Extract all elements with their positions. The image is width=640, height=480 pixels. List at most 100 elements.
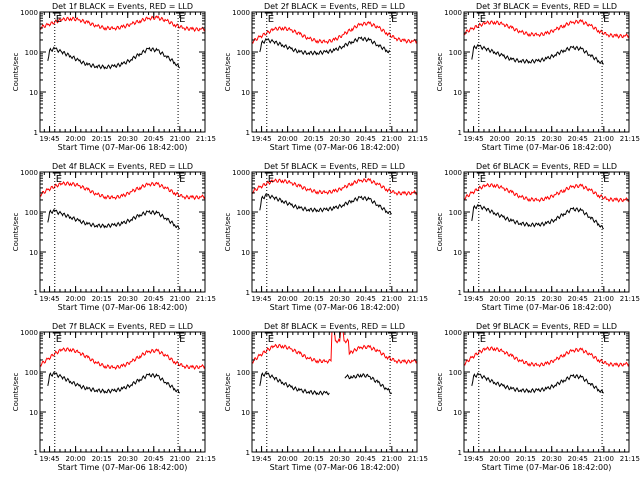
x-tick-label: 20:45	[568, 295, 588, 303]
series-group	[252, 21, 417, 56]
lld-series-line	[464, 19, 629, 39]
y-tick-label: 1000	[232, 169, 250, 177]
events-series-line	[259, 371, 330, 396]
plot-frame	[463, 171, 630, 293]
marker-e-label: E	[480, 174, 486, 185]
marker-e-label: E	[56, 14, 62, 25]
chart-title: Det 6f BLACK = Events, RED = LLD	[476, 162, 617, 171]
x-tick-label: 21:00	[170, 135, 190, 143]
chart-panel-1: Det 1f BLACK = Events, RED = LLD E E 1 10 100…	[12, 2, 216, 152]
x-tick-label: 21:00	[382, 135, 402, 143]
marker-e-label: E	[603, 174, 609, 185]
chart-panel-6: Det 6f BLACK = Events, RED = LLD E E 1 10 100…	[436, 162, 640, 312]
y-tick-label: 1	[458, 289, 462, 297]
x-tick-label: 21:15	[408, 135, 428, 143]
y-axis-label: Counts/sec	[12, 53, 20, 92]
y-tick-label: 10	[241, 249, 250, 257]
chart-panel-3: Det 3f BLACK = Events, RED = LLD E E 1 10 100…	[436, 2, 640, 152]
lld-series-line	[252, 332, 417, 365]
y-tick-label: 100	[237, 369, 250, 377]
plot-frame	[39, 11, 206, 133]
x-tick-label: 19:45	[463, 135, 483, 143]
events-series-line	[47, 371, 180, 394]
chart-panel-4: Det 4f BLACK = Events, RED = LLD E E 1 10 100…	[12, 162, 216, 312]
plot-frame	[251, 171, 418, 293]
chart-title: Det 2f BLACK = Events, RED = LLD	[264, 2, 405, 11]
lld-series-line	[464, 182, 629, 203]
x-tick-label: 21:00	[594, 135, 614, 143]
chart-title: Det 4f BLACK = Events, RED = LLD	[52, 162, 193, 171]
x-tick-label: 20:15	[304, 135, 324, 143]
y-tick-label: 10	[453, 249, 462, 257]
series-group	[464, 346, 629, 394]
y-axis-label: Counts/sec	[224, 53, 232, 92]
x-tick-label: 20:15	[516, 295, 536, 303]
y-tick-label: 1000	[20, 169, 38, 177]
x-tick-label: 20:30	[330, 455, 350, 463]
y-tick-label: 1000	[444, 169, 462, 177]
x-tick-label: 21:15	[196, 135, 216, 143]
y-tick-label: 100	[449, 49, 462, 57]
lld-series-line	[252, 21, 417, 45]
x-axis-label: Start Time (07-Mar-06 18:42:00)	[58, 463, 188, 472]
x-tick-label: 20:00	[278, 455, 298, 463]
x-axis-label: Start Time (07-Mar-06 18:42:00)	[482, 143, 612, 152]
x-tick-label: 21:15	[620, 135, 640, 143]
lld-series-line	[252, 177, 417, 197]
x-axis-label: Start Time (07-Mar-06 18:42:00)	[58, 143, 188, 152]
x-tick-label: 19:45	[251, 135, 271, 143]
y-tick-label: 1	[246, 129, 250, 137]
chart-panel-8: Det 8f BLACK = Events, RED = LLD E E 1 10 100…	[224, 322, 428, 472]
x-tick-label: 21:00	[170, 455, 190, 463]
y-tick-label: 1	[34, 289, 38, 297]
y-tick-label: 1	[458, 129, 462, 137]
marker-e-label: E	[179, 174, 185, 185]
x-tick-label: 20:00	[490, 455, 510, 463]
chart-title: Det 8f BLACK = Events, RED = LLD	[264, 322, 405, 331]
series-group	[40, 347, 205, 394]
marker-e-label: E	[268, 14, 274, 25]
x-tick-label: 20:15	[516, 455, 536, 463]
plot-frame	[39, 171, 206, 293]
y-tick-label: 1000	[20, 329, 38, 337]
y-tick-label: 100	[237, 209, 250, 217]
x-tick-label: 20:15	[92, 295, 112, 303]
y-axis-label: Counts/sec	[224, 213, 232, 252]
x-tick-label: 19:45	[39, 295, 59, 303]
y-tick-label: 1	[246, 449, 250, 457]
events-series-line	[47, 208, 180, 230]
marker-e-label: E	[480, 14, 486, 25]
y-tick-label: 1	[34, 449, 38, 457]
x-tick-label: 20:30	[542, 295, 562, 303]
series-group	[40, 181, 205, 230]
events-series-line	[344, 373, 393, 395]
x-tick-label: 20:15	[516, 135, 536, 143]
lld-series-line	[40, 181, 205, 201]
marker-e-label: E	[179, 334, 185, 345]
x-tick-label: 21:00	[594, 295, 614, 303]
marker-e-label: E	[56, 174, 62, 185]
x-tick-label: 19:45	[463, 455, 483, 463]
x-tick-label: 20:45	[356, 455, 376, 463]
events-series-line	[471, 43, 604, 65]
y-tick-label: 1000	[444, 9, 462, 17]
marker-e-label: E	[179, 14, 185, 25]
chart-title: Det 1f BLACK = Events, RED = LLD	[52, 2, 193, 11]
x-tick-label: 19:45	[39, 455, 59, 463]
plot-frame	[463, 11, 630, 133]
y-tick-label: 1000	[444, 329, 462, 337]
series-group	[252, 332, 417, 396]
marker-e-label: E	[391, 14, 397, 25]
marker-e-label: E	[56, 334, 62, 345]
lld-series-line	[40, 347, 205, 371]
x-tick-label: 20:00	[278, 295, 298, 303]
x-tick-label: 20:30	[118, 295, 138, 303]
y-tick-label: 100	[25, 209, 38, 217]
y-tick-label: 10	[241, 409, 250, 417]
x-tick-label: 21:15	[196, 455, 216, 463]
y-tick-label: 100	[237, 49, 250, 57]
y-tick-label: 100	[25, 49, 38, 57]
y-tick-label: 10	[29, 409, 38, 417]
chart-title: Det 9f BLACK = Events, RED = LLD	[476, 322, 617, 331]
